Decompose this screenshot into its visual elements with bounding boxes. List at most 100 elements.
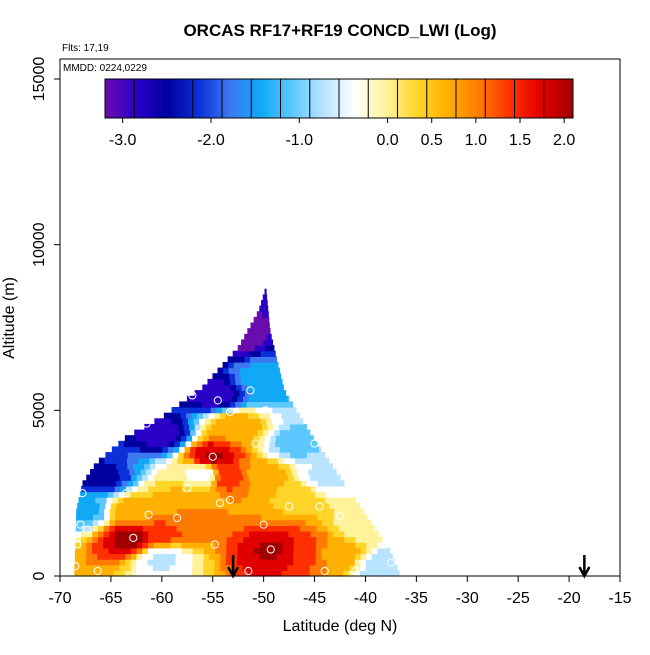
heatmap-cell bbox=[263, 468, 270, 476]
heatmap-cell bbox=[220, 435, 227, 442]
heatmap-cell bbox=[250, 356, 257, 363]
heatmap-cell bbox=[234, 367, 241, 374]
heatmap-cell bbox=[115, 508, 122, 515]
heatmap-cell bbox=[232, 542, 239, 549]
heatmap-cell bbox=[388, 547, 391, 555]
heatmap-cell bbox=[207, 446, 214, 453]
heatmap-cell bbox=[288, 485, 295, 493]
heatmap-cell bbox=[344, 519, 351, 526]
heatmap-cell bbox=[221, 525, 228, 532]
sample-point bbox=[213, 396, 222, 405]
heatmap-cell bbox=[187, 519, 195, 526]
heatmap-cell bbox=[176, 418, 183, 425]
heatmap-cell bbox=[301, 502, 308, 510]
heatmap-cell bbox=[181, 559, 188, 566]
heatmap-cell bbox=[208, 570, 215, 577]
heatmap-cell bbox=[310, 553, 317, 560]
heatmap-cell bbox=[122, 502, 129, 510]
heatmap-cell bbox=[108, 536, 116, 543]
heatmap-cell bbox=[250, 423, 257, 431]
heatmap-cell bbox=[266, 519, 273, 526]
heatmap-cell bbox=[275, 412, 283, 419]
heatmap-cell bbox=[263, 339, 270, 346]
heatmap-cell bbox=[344, 514, 352, 521]
heatmap-cell bbox=[215, 418, 223, 425]
heatmap-cell bbox=[156, 497, 164, 504]
heatmap-cell bbox=[145, 429, 152, 436]
heatmap-cell bbox=[211, 423, 218, 431]
heatmap-cell bbox=[142, 542, 149, 549]
heatmap-cell bbox=[282, 536, 289, 543]
heatmap-cell bbox=[265, 542, 272, 549]
heatmap-cell bbox=[109, 525, 116, 532]
heatmap-cell bbox=[186, 570, 193, 577]
heatmap-cell bbox=[119, 474, 127, 481]
heatmap-cell bbox=[237, 395, 244, 402]
heatmap-cell bbox=[221, 485, 228, 493]
heatmap-cell bbox=[211, 452, 218, 459]
heatmap-cell bbox=[287, 570, 294, 577]
y-tick-label: 10000 bbox=[31, 222, 48, 267]
x-tick-label: -30 bbox=[456, 590, 479, 607]
heatmap-cell bbox=[80, 553, 87, 560]
heatmap-cell bbox=[220, 395, 227, 402]
heatmap-cell bbox=[182, 525, 189, 532]
heatmap-cell bbox=[97, 559, 104, 566]
heatmap-cell bbox=[92, 485, 99, 493]
heatmap-cell bbox=[207, 378, 214, 386]
heatmap-cell bbox=[252, 384, 259, 391]
heatmap-cell bbox=[224, 497, 231, 504]
heatmap-cell bbox=[263, 440, 271, 448]
heatmap-cell bbox=[233, 361, 240, 369]
heatmap-cell bbox=[348, 564, 356, 571]
heatmap-cell bbox=[183, 502, 190, 510]
heatmap-cell bbox=[312, 452, 319, 459]
heatmap-cell bbox=[287, 547, 295, 555]
heatmap-cell bbox=[228, 452, 235, 459]
heatmap-cell bbox=[327, 519, 335, 526]
heatmap-cell bbox=[225, 559, 233, 566]
heatmap-cell bbox=[248, 542, 256, 549]
heatmap-cell bbox=[247, 440, 254, 448]
heatmap-cell bbox=[298, 412, 300, 419]
heatmap-cell bbox=[152, 570, 159, 577]
heatmap-cell bbox=[186, 412, 193, 419]
heatmap-cell bbox=[259, 553, 266, 560]
heatmap-cell bbox=[272, 463, 280, 470]
heatmap-cell bbox=[100, 497, 108, 504]
sample-point bbox=[351, 566, 360, 576]
heatmap-cell bbox=[87, 514, 94, 521]
heatmap-cell bbox=[160, 514, 167, 521]
heatmap-cell bbox=[235, 468, 242, 476]
heatmap-cell bbox=[195, 429, 202, 436]
heatmap-cell bbox=[263, 378, 270, 386]
heatmap-cell bbox=[343, 553, 350, 560]
heatmap-cell bbox=[131, 536, 138, 543]
sample-point bbox=[73, 540, 82, 549]
heatmap-cell bbox=[131, 542, 138, 549]
heatmap-cell bbox=[316, 514, 324, 521]
heatmap-cell bbox=[87, 519, 94, 526]
heatmap-cell bbox=[248, 345, 256, 352]
heatmap-cell bbox=[170, 530, 177, 538]
heatmap-cell bbox=[372, 525, 375, 532]
heatmap-cell bbox=[277, 485, 284, 493]
heatmap-cell bbox=[153, 553, 160, 560]
heatmap-cell bbox=[287, 435, 294, 442]
heatmap-cell bbox=[146, 440, 153, 448]
heatmap-cell bbox=[371, 553, 378, 560]
heatmap-cell bbox=[152, 435, 160, 442]
heatmap-cell bbox=[104, 514, 111, 521]
heatmap-cell bbox=[203, 564, 210, 571]
heatmap-cell bbox=[148, 525, 155, 532]
heatmap-cell bbox=[133, 452, 140, 459]
heatmap-cell bbox=[207, 429, 214, 436]
heatmap-cell bbox=[175, 553, 182, 560]
heatmap-cell bbox=[383, 547, 390, 555]
heatmap-cell bbox=[388, 564, 395, 571]
heatmap-cell bbox=[189, 502, 196, 510]
heatmap-cell bbox=[166, 480, 173, 487]
heatmap-cell bbox=[214, 564, 221, 571]
heatmap-cell bbox=[228, 367, 235, 374]
